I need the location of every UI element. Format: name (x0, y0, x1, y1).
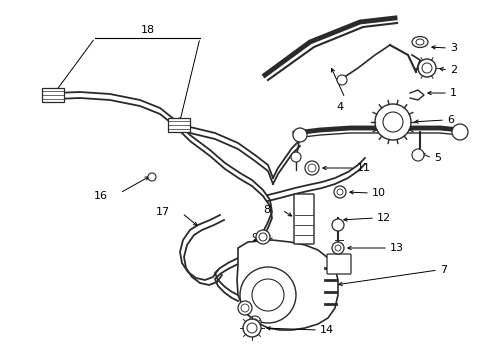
Text: 4: 4 (336, 102, 343, 112)
Circle shape (238, 301, 251, 315)
Circle shape (241, 304, 248, 312)
Circle shape (251, 279, 284, 311)
Ellipse shape (415, 39, 423, 45)
Text: 14: 14 (319, 325, 333, 335)
Text: 3: 3 (449, 43, 456, 53)
Text: 13: 13 (389, 243, 403, 253)
Circle shape (336, 189, 342, 195)
Circle shape (336, 75, 346, 85)
Text: 17: 17 (156, 207, 170, 217)
Ellipse shape (411, 36, 427, 48)
Circle shape (305, 161, 318, 175)
FancyBboxPatch shape (293, 194, 313, 244)
Polygon shape (237, 240, 337, 330)
Text: 15: 15 (250, 303, 264, 313)
Circle shape (411, 149, 423, 161)
Text: 9: 9 (250, 233, 258, 243)
Text: 11: 11 (356, 163, 370, 173)
Circle shape (148, 173, 156, 181)
Circle shape (382, 112, 402, 132)
Text: 12: 12 (376, 213, 390, 223)
Circle shape (246, 323, 257, 333)
Circle shape (243, 319, 261, 337)
FancyBboxPatch shape (326, 254, 350, 274)
Bar (168, 118, 190, 132)
Circle shape (421, 63, 431, 73)
Text: 8: 8 (263, 205, 269, 215)
Text: 1: 1 (449, 88, 456, 98)
Text: 18: 18 (141, 25, 155, 35)
Bar (42, 88, 64, 102)
Circle shape (240, 267, 295, 323)
Circle shape (333, 186, 346, 198)
Circle shape (331, 219, 343, 231)
Circle shape (334, 245, 340, 251)
Circle shape (417, 59, 435, 77)
Circle shape (307, 164, 315, 172)
Text: 5: 5 (433, 153, 440, 163)
Circle shape (451, 124, 467, 140)
Circle shape (256, 230, 269, 244)
Circle shape (290, 152, 301, 162)
Circle shape (251, 319, 258, 325)
Text: 16: 16 (94, 191, 108, 201)
Text: 10: 10 (371, 188, 385, 198)
Circle shape (259, 233, 266, 241)
Circle shape (331, 242, 343, 254)
Circle shape (292, 128, 306, 142)
Circle shape (248, 316, 261, 328)
Text: 7: 7 (439, 265, 446, 275)
Text: 6: 6 (446, 115, 453, 125)
Text: 2: 2 (449, 65, 456, 75)
Circle shape (374, 104, 410, 140)
